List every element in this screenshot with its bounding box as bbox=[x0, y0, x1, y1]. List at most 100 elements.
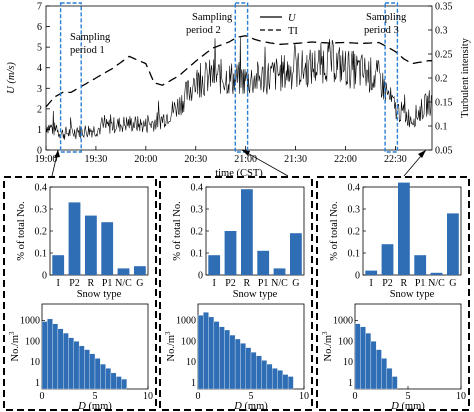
size-dist-bar-1-13 bbox=[110, 372, 117, 390]
size-dist-chart-2: 1 10 100 1000 0 5 10 D (mm) No./m3 bbox=[164, 303, 309, 412]
snow-type-xtick-label-3-P2: P2 bbox=[382, 278, 393, 289]
snow-type-ytick-label-2-4: 0.4 bbox=[191, 183, 204, 194]
connector-arrows bbox=[51, 149, 427, 177]
snow-type-ytick-label-2-2: 0.2 bbox=[191, 227, 204, 238]
size-dist-bar-2-14 bbox=[272, 368, 278, 390]
size-dist-bar-2-2 bbox=[208, 316, 215, 390]
snow-type-xtick-label-1-I: I bbox=[56, 278, 59, 289]
size-dist-ytick-label-3-2: 100 bbox=[338, 336, 353, 347]
size-dist-xtick-label-1-1: 5 bbox=[93, 391, 98, 402]
right-y-ticks: 0.05 0.1 0.15 0.2 0.25 0.3 0.35 bbox=[428, 2, 453, 157]
size-dist-xtick-label-1-2: 10 bbox=[143, 391, 153, 402]
snow-type-bar-1-N/C bbox=[117, 268, 130, 275]
annotation-period-3: Sampling period 3 bbox=[364, 12, 407, 36]
snow-type-bar-3-I bbox=[365, 270, 378, 275]
size-dist-ylabel-1: No./m3 bbox=[8, 331, 21, 362]
x-tick-label-22:30: 22:30 bbox=[384, 154, 407, 165]
arrow-period-3-head bbox=[418, 150, 426, 158]
arrow-period-2-head bbox=[242, 150, 250, 156]
snow-type-xtick-label-3-P1: P1 bbox=[415, 278, 426, 289]
size-dist-bar-1-10 bbox=[94, 358, 101, 390]
size-dist-bar-3-5 bbox=[381, 358, 387, 390]
snow-type-frame-1 bbox=[49, 186, 149, 276]
size-dist-chart-1: 1 10 100 1000 0 5 10 D (mm) No./m3 bbox=[8, 303, 153, 412]
snow-type-ytick-label-1-4: 0.4 bbox=[35, 183, 48, 194]
annotation-period-2: Sampling period 2 bbox=[186, 12, 233, 36]
x-tick-label-20:00: 20:00 bbox=[134, 154, 157, 165]
size-dist-bar-2-15 bbox=[277, 370, 283, 390]
size-dist-bar-3-3 bbox=[370, 341, 377, 390]
size-dist-bar-2-10 bbox=[250, 352, 257, 390]
snow-type-ytick-label-1-0: 0 bbox=[42, 271, 47, 282]
y-tick-label-0: 0 bbox=[37, 146, 42, 157]
size-dist-bar-2-5 bbox=[224, 329, 230, 390]
size-dist-bar-1-0 bbox=[41, 321, 48, 390]
size-dist-bar-2-4 bbox=[219, 326, 225, 390]
y2-tick-label-0.25: 0.25 bbox=[435, 50, 453, 61]
snow-type-bar-3-P1 bbox=[414, 255, 427, 275]
size-dist-bar-2-17 bbox=[287, 376, 294, 390]
snow-type-bar-1-G bbox=[134, 266, 146, 275]
size-dist-xtick-label-1-0: 0 bbox=[40, 391, 45, 402]
y-tick-label-5: 5 bbox=[37, 43, 42, 54]
size-dist-bar-2-16 bbox=[282, 374, 289, 390]
legend: U TI bbox=[260, 13, 298, 37]
size-dist-bar-2-7 bbox=[234, 338, 241, 390]
sampling-period-boxes bbox=[59, 2, 399, 153]
annotation-period-2-line2: period 2 bbox=[186, 25, 221, 36]
snow-type-xtick-label-3-G: G bbox=[449, 278, 456, 289]
size-dist-bar-1-1 bbox=[47, 318, 53, 390]
size-dist-bar-2-0 bbox=[197, 315, 204, 390]
size-dist-bar-2-9 bbox=[245, 347, 252, 390]
snow-type-ylabel-1: % of total No. bbox=[16, 201, 27, 261]
size-dist-ytick-label-2-1: 10 bbox=[186, 357, 196, 368]
snow-type-ytick-label-2-0: 0 bbox=[198, 271, 203, 282]
series-u-line bbox=[45, 37, 432, 140]
size-dist-xtick-label-2-0: 0 bbox=[196, 391, 201, 402]
snow-type-bar-3-N/C bbox=[430, 272, 443, 275]
snow-type-xtick-label-2-N/C: N/C bbox=[271, 278, 288, 289]
y2-axis-label: Turbulent intensity bbox=[460, 37, 471, 118]
snow-type-chart-1: 0 0.1 0.2 0.3 0.4 I P2 R P1 N/C G Snow type % of tot… bbox=[16, 183, 149, 300]
snow-type-bar-1-I bbox=[52, 255, 65, 275]
size-dist-ytick-label-2-0: 1 bbox=[191, 378, 196, 389]
snow-type-ytick-label-3-2: 0.2 bbox=[348, 227, 361, 238]
snow-type-ylabel-3: % of total No. bbox=[329, 201, 340, 261]
arrow-period-1-head bbox=[54, 150, 60, 158]
snow-type-ylabel-2: % of total No. bbox=[172, 201, 183, 261]
snow-type-xlabel-1: Snow type bbox=[77, 289, 122, 300]
snow-type-chart-3: 0 0.1 0.2 0.3 0.4 I P2 R P1 N/C G Snow type % of tot… bbox=[329, 183, 462, 300]
snow-type-xtick-label-2-R: R bbox=[243, 278, 250, 289]
y-tick-label-1: 1 bbox=[37, 125, 42, 136]
size-dist-ytick-label-3-3: 1000 bbox=[333, 316, 353, 327]
y-tick-label-3: 3 bbox=[37, 84, 42, 95]
snow-type-ytick-label-1-2: 0.2 bbox=[35, 227, 48, 238]
y-axis-label: U (m/s) bbox=[6, 62, 17, 94]
annotation-period-2-line1: Sampling bbox=[192, 12, 233, 23]
size-dist-bar-1-14 bbox=[116, 376, 122, 390]
snow-type-bar-2-P2 bbox=[224, 231, 237, 275]
size-dist-xlabel-2: D (mm) bbox=[233, 401, 268, 412]
y-tick-label-4: 4 bbox=[37, 63, 42, 74]
y-tick-label-6: 6 bbox=[37, 22, 42, 33]
annotation-period-3-line2: period 3 bbox=[364, 25, 399, 36]
y2-tick-label-0.35: 0.35 bbox=[435, 2, 453, 13]
size-dist-bar-1-3 bbox=[57, 328, 64, 390]
snow-type-xtick-label-2-P2: P2 bbox=[225, 278, 236, 289]
y2-tick-label-0.05: 0.05 bbox=[435, 146, 453, 157]
snow-type-ytick-label-3-0: 0 bbox=[355, 271, 360, 282]
size-dist-bar-2-11 bbox=[256, 355, 262, 390]
size-dist-ytick-label-3-0: 1 bbox=[348, 378, 353, 389]
group-frame-1 bbox=[3, 176, 157, 411]
snow-type-ytick-label-2-1: 0.1 bbox=[191, 249, 204, 260]
sampling-period-box-2 bbox=[234, 2, 249, 153]
size-dist-bar-1-8 bbox=[84, 349, 90, 390]
snow-type-frame-2 bbox=[205, 186, 305, 276]
snow-type-ytick-label-1-3: 0.3 bbox=[35, 205, 48, 216]
snow-type-xtick-label-1-P1: P1 bbox=[102, 278, 113, 289]
snow-type-ytick-label-2-3: 0.3 bbox=[191, 205, 204, 216]
size-dist-xtick-label-2-2: 10 bbox=[299, 391, 309, 402]
snow-type-xtick-label-2-P1: P1 bbox=[258, 278, 269, 289]
top-panel: 0 1 2 3 4 5 6 7 0.05 0.1 0.15 0.2 0.25 0.3 0.35 19:00… bbox=[6, 2, 471, 180]
